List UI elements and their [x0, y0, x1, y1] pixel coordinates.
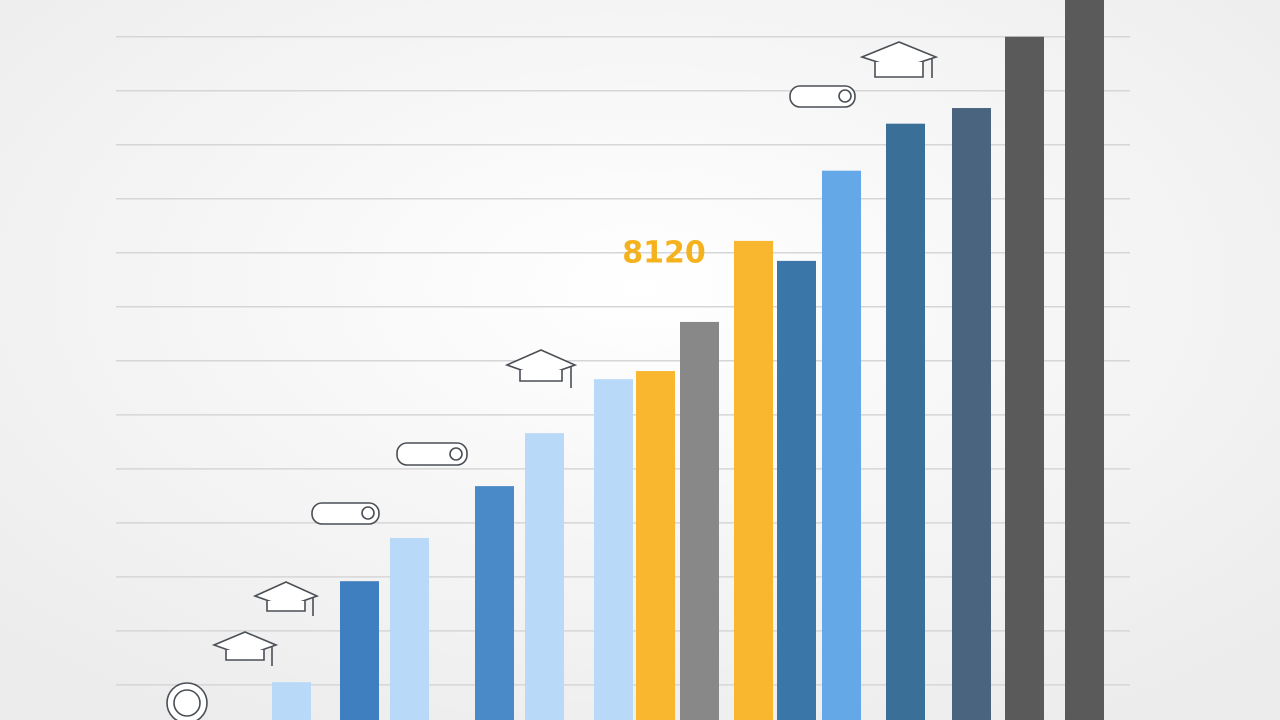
bar — [680, 321, 719, 720]
grad-cap-icon — [211, 631, 279, 666]
gear-icon — [166, 682, 208, 720]
bar — [525, 433, 564, 720]
bar — [340, 581, 379, 720]
bar — [475, 486, 514, 720]
grad-cap-icon — [504, 349, 578, 388]
diploma-icon — [789, 85, 856, 108]
bar — [952, 108, 991, 720]
bar — [272, 682, 311, 720]
diploma-icon — [396, 442, 468, 466]
bar — [390, 537, 429, 720]
bar — [777, 260, 816, 720]
annotation: 8120 — [622, 236, 706, 271]
decorations — [166, 41, 939, 720]
bar — [1065, 0, 1104, 720]
bar — [1005, 36, 1044, 720]
bar — [636, 371, 675, 720]
bar — [734, 240, 773, 720]
bar — [822, 170, 861, 720]
diploma-icon — [311, 502, 380, 525]
bar — [886, 123, 925, 720]
grad-cap-icon — [252, 581, 320, 616]
bar — [594, 379, 633, 720]
bars — [272, 0, 1104, 720]
grad-cap-icon — [859, 41, 939, 78]
